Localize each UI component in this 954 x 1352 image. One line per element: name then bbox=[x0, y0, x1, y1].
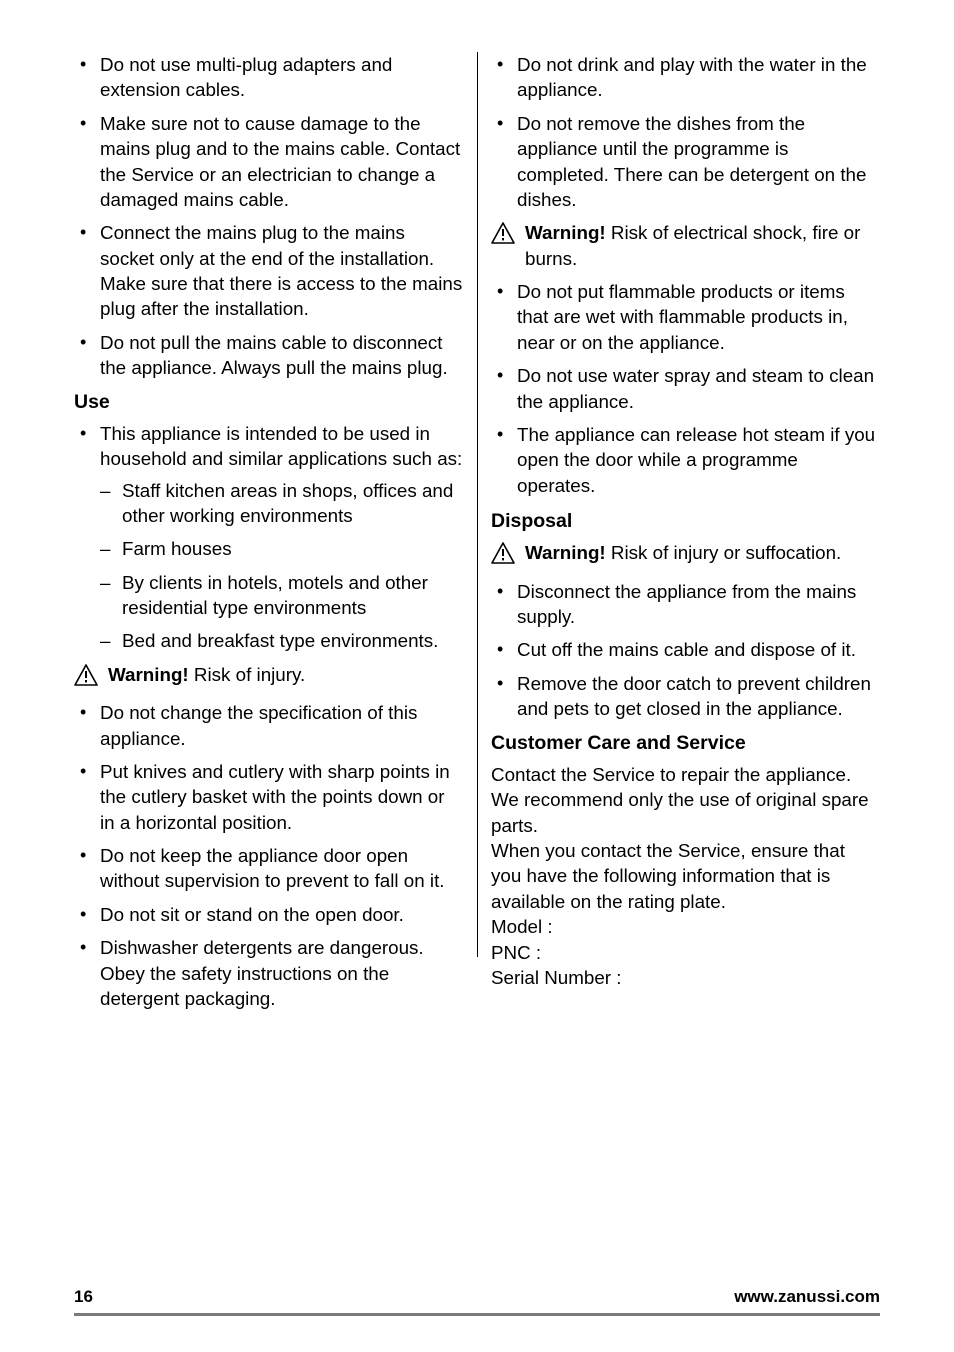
list-item: Make sure not to cause damage to the mai… bbox=[74, 111, 463, 213]
list-item: Do not sit or stand on the open door. bbox=[74, 902, 463, 927]
list-item: Do not pull the mains cable to disconnec… bbox=[74, 330, 463, 381]
warning-label: Warning! bbox=[525, 542, 606, 563]
footer-website: www.zanussi.com bbox=[734, 1287, 880, 1307]
list-item: Disconnect the appliance from the mains … bbox=[491, 579, 880, 630]
list-item: Do not drink and play with the water in … bbox=[491, 52, 880, 103]
pnc-line: PNC : bbox=[491, 940, 880, 965]
left-after-warning-bullets: Do not change the specification of this … bbox=[74, 700, 463, 1011]
warning-row-suffocation: Warning! Risk of injury or suffocation. bbox=[491, 540, 880, 570]
list-item: Cut off the mains cable and dispose of i… bbox=[491, 637, 880, 662]
list-item: Do not put flammable products or items t… bbox=[491, 279, 880, 355]
right-column: Do not drink and play with the water in … bbox=[477, 52, 880, 1352]
model-line: Model : bbox=[491, 914, 880, 939]
column-divider bbox=[477, 52, 478, 957]
list-item: The appliance can release hot steam if y… bbox=[491, 422, 880, 498]
use-intro-bullet: This appliance is intended to be used in… bbox=[74, 421, 463, 654]
warning-icon bbox=[491, 222, 515, 250]
disposal-heading: Disposal bbox=[491, 508, 880, 534]
list-item: Do not use water spray and steam to clea… bbox=[491, 363, 880, 414]
list-item: Remove the door catch to prevent childre… bbox=[491, 671, 880, 722]
warning-rest: Risk of injury or suffocation. bbox=[606, 542, 842, 563]
warning-row-shock: Warning! Risk of electrical shock, fire … bbox=[491, 220, 880, 271]
page-number: 16 bbox=[74, 1287, 93, 1307]
customer-care-heading: Customer Care and Service bbox=[491, 730, 880, 756]
list-item: Do not change the specification of this … bbox=[74, 700, 463, 751]
warning-icon bbox=[491, 542, 515, 570]
warning-text: Warning! Risk of electrical shock, fire … bbox=[525, 220, 880, 271]
warning-text: Warning! Risk of injury or suffocation. bbox=[525, 540, 880, 565]
list-item: Do not remove the dishes from the applia… bbox=[491, 111, 880, 213]
left-top-bullets: Do not use multi-plug adapters and exten… bbox=[74, 52, 463, 381]
use-intro-text: This appliance is intended to be used in… bbox=[100, 423, 462, 469]
use-intro-list: This appliance is intended to be used in… bbox=[74, 421, 463, 654]
page-footer: 16 www.zanussi.com bbox=[74, 1287, 880, 1316]
warning-icon bbox=[74, 664, 98, 692]
warning-rest: Risk of injury. bbox=[189, 664, 306, 685]
ccs-para-2: When you contact the Service, ensure tha… bbox=[491, 838, 880, 914]
warning-label: Warning! bbox=[525, 222, 606, 243]
use-dash-list: Staff kitchen areas in shops, offices an… bbox=[100, 478, 463, 654]
ccs-para-1: Contact the Service to repair the applia… bbox=[491, 762, 880, 838]
list-item: Staff kitchen areas in shops, offices an… bbox=[100, 478, 463, 529]
right-top-bullets: Do not drink and play with the water in … bbox=[491, 52, 880, 212]
page: Do not use multi-plug adapters and exten… bbox=[0, 0, 954, 1352]
serial-line: Serial Number : bbox=[491, 965, 880, 990]
warning-row-injury: Warning! Risk of injury. bbox=[74, 662, 463, 692]
list-item: Bed and breakfast type environments. bbox=[100, 628, 463, 653]
footer-line bbox=[74, 1313, 880, 1316]
list-item: Farm houses bbox=[100, 536, 463, 561]
left-column: Do not use multi-plug adapters and exten… bbox=[74, 52, 477, 1352]
warning-text: Warning! Risk of injury. bbox=[108, 662, 463, 687]
list-item: Do not keep the appliance door open with… bbox=[74, 843, 463, 894]
list-item: Connect the mains plug to the mains sock… bbox=[74, 220, 463, 322]
use-heading: Use bbox=[74, 389, 463, 415]
warning-label: Warning! bbox=[108, 664, 189, 685]
list-item: Dishwasher detergents are dangerous. Obe… bbox=[74, 935, 463, 1011]
list-item: By clients in hotels, motels and other r… bbox=[100, 570, 463, 621]
right-mid-bullets: Do not put flammable products or items t… bbox=[491, 279, 880, 498]
list-item: Put knives and cutlery with sharp points… bbox=[74, 759, 463, 835]
footer-row: 16 www.zanussi.com bbox=[74, 1287, 880, 1307]
list-item: Do not use multi-plug adapters and exten… bbox=[74, 52, 463, 103]
content-columns: Do not use multi-plug adapters and exten… bbox=[74, 52, 880, 1352]
disposal-bullets: Disconnect the appliance from the mains … bbox=[491, 579, 880, 722]
